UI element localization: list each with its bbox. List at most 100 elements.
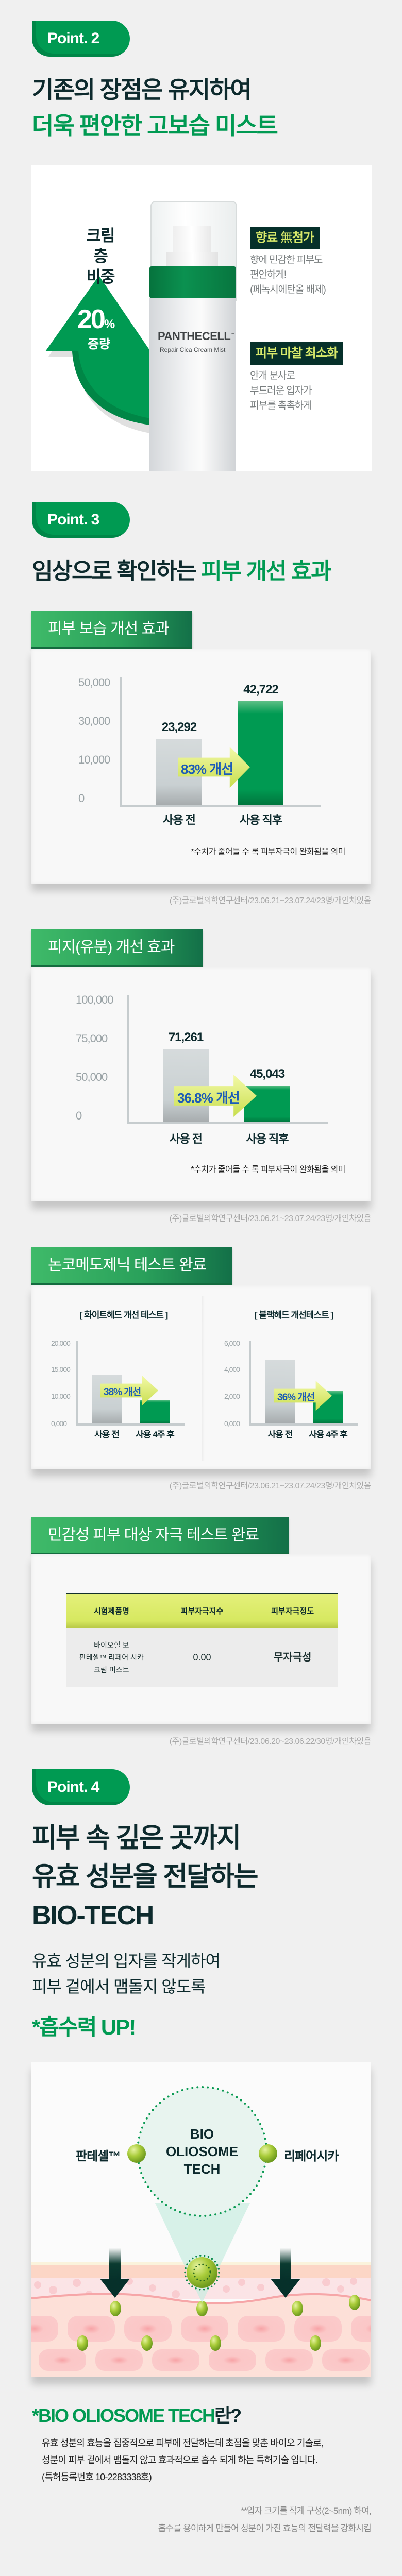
improvement-annotation: 36.8% 개선: [177, 1090, 240, 1106]
feature-badge-fragrance-free: 향료 無첨가: [250, 227, 320, 249]
chart-note: *수치가 줄어들 수 록 피부자극이 완화됨을 의미: [191, 1165, 345, 1174]
skin-diagram-illustration: [31, 2086, 371, 2377]
moisture-source: (주)글로벌의학연구센터/23.06.21~23.07.24/23명/개인차있음: [169, 896, 372, 905]
point-3-title: 임상으로 확인하는 피부 개선 효과: [32, 557, 332, 586]
product-line: 크림 미스트: [94, 1666, 129, 1674]
feature-desc-line: (페녹시에탄올 배제): [250, 284, 326, 295]
point-4-subtitle: 유효 성분의 입자를 작게하여 피부 겉에서 맴돌지 않도록: [32, 1948, 221, 1999]
point-4-title-line: BIO-TECH: [32, 1901, 154, 1930]
definition-title-dark: 란?: [214, 2405, 242, 2426]
product-name: Repair Cica Cream Mist: [160, 346, 226, 353]
x-category-label: 사용 전: [94, 1430, 120, 1439]
sebum-source: (주)글로벌의학연구센터/23.06.21~23.07.24/23명/개인차있음: [169, 1214, 372, 1223]
section-tab-irritation: 민감성 피부 대상 자극 테스트 완료: [31, 1517, 289, 1555]
x-category-label: 사용 4주 후: [136, 1430, 174, 1439]
improvement-annotation: 36% 개선: [277, 1392, 315, 1403]
point-4-title-line: 피부 속 깊은 곳까지: [32, 1823, 241, 1853]
product-panel: 크림층 비중 20% 증량 PANTHECELL™ Repair Cica Cr…: [31, 165, 372, 471]
y-tick-label: 2,000: [224, 1392, 240, 1400]
feature-desc-line: 향에 민감한 피부도: [250, 255, 323, 265]
definition-footnote: **입자 크기를 작게 구성(2~5nm) 하여, 흡수를 용이하게 만들어 성…: [158, 2502, 372, 2537]
definition-body: 유효 성분의 효능을 집중적으로 피부에 전달하는데 초점을 맞춘 바이오 기술…: [42, 2435, 324, 2486]
ingredient-label-panthecell: 판테셀™: [76, 2149, 121, 2163]
point-3-title-green: 피부 개선 효과: [201, 558, 331, 584]
y-axis: [120, 677, 122, 805]
x-axis: [249, 1423, 358, 1426]
y-tick-label: 15,000: [51, 1365, 71, 1374]
x-axis: [120, 805, 321, 807]
x-category-label: 사용 전: [267, 1430, 293, 1439]
definition-line: 유효 성분의 효능을 집중적으로 피부에 전달하는데 초점을 맞춘 바이오 기술…: [42, 2438, 324, 2448]
table-header: 피부자극정도: [247, 1593, 338, 1628]
cream-label-line1: 크림층: [86, 227, 115, 265]
y-tick-label: 0,000: [51, 1419, 67, 1428]
table-header-row: 시험제품명 피부자극지수 피부자극정도: [66, 1593, 338, 1628]
table-cell-product: 바이오힐 보 판테셀™ 리페어 시카 크림 미스트: [66, 1628, 157, 1687]
feature-title-pre: 향료: [256, 231, 280, 245]
table-header: 피부자극지수: [156, 1593, 248, 1628]
x-category-label: 사용 직후: [239, 814, 282, 826]
feature-desc-line: 편안하게!: [250, 269, 287, 280]
center-label-line: TECH: [183, 2161, 221, 2177]
feature-desc-line: 안개 분사로: [250, 370, 295, 381]
definition-title: *BIO OLIOSOME TECH란?: [32, 2401, 242, 2428]
section-tab-sebum: 피지(유분) 개선 효과: [31, 929, 203, 967]
bar-value-label: 71,261: [168, 1030, 204, 1045]
point-2-badge: Point. 2: [32, 21, 130, 57]
cream-label-line2: 비중: [86, 268, 115, 286]
noncomedogenic-source: (주)글로벌의학연구센터/23.06.21~23.07.24/23명/개인차있음: [169, 1482, 372, 1490]
point-4-sub-line: 유효 성분의 입자를 작게하여: [32, 1952, 221, 1970]
cream-ratio-label: 크림층 비중: [80, 226, 121, 287]
irritation-table: 시험제품명 피부자극지수 피부자극정도 바이오힐 보 판테셀™ 리페어 시카 크…: [66, 1593, 338, 1687]
y-tick-label: 100,000: [76, 993, 114, 1006]
x-category-label: 사용 전: [163, 814, 196, 826]
x-category-label: 사용 직후: [246, 1132, 289, 1145]
feature-desc-line: 피부를 촉촉하게: [250, 400, 312, 411]
improvement-annotation: 38% 개선: [104, 1387, 141, 1398]
definition-line: 성분이 피부 겉에서 맴돌지 않고 효과적으로 흡수 되게 하는 특허기술 입니…: [42, 2455, 318, 2465]
x-category-label: 사용 4주 후: [309, 1430, 347, 1439]
point-4-title-line: 유효 성분을 전달하는: [32, 1862, 258, 1892]
footnote-line: **입자 크기를 작게 구성(2~5nm) 하여,: [241, 2506, 371, 2516]
point-2-title-line1: 기존의 장점은 유지하여: [32, 76, 252, 103]
ingredient-label-repair-cica: 리페어시카: [284, 2149, 339, 2163]
section-tab-noncomedogenic: 논코메도제닉 테스트 완료: [31, 1247, 232, 1285]
definition-title-green: *BIO OLIOSOME TECH: [32, 2405, 215, 2426]
chart-panel-title: [ 화이트헤드 개선 테스트 ]: [79, 1310, 169, 1320]
footnote-line: 흡수를 용이하게 만들어 성분이 가진 효능의 전달력을 강화시킴: [158, 2523, 372, 2533]
y-tick-label: 50,000: [78, 675, 110, 689]
bar-before: [92, 1375, 122, 1423]
y-tick-label: 10,000: [78, 753, 110, 766]
y-tick-label: 0,000: [224, 1419, 240, 1428]
increase-badge: 20%: [77, 304, 115, 335]
feature-desc-line: 부드러운 입자가: [250, 385, 312, 396]
y-tick-label: 50,000: [76, 1070, 108, 1083]
point-3-badge: Point. 3: [32, 502, 130, 538]
increase-unit: %: [104, 317, 115, 331]
y-tick-label: 75,000: [76, 1031, 108, 1045]
bar-after: [140, 1399, 170, 1423]
irritation-source: (주)글로벌의학연구센터/23.06.20~23.06.22/30명/개인차있음: [169, 1737, 372, 1746]
y-axis: [127, 995, 129, 1122]
chart-panel-title: [ 블랙헤드 개선테스트 ]: [254, 1310, 333, 1320]
feature-badge-low-friction: 피부 마찰 최소화: [250, 342, 343, 365]
feature-desc-fragrance-free: 향에 민감한 피부도 편안하게! (페녹시에탄올 배제): [250, 252, 326, 297]
product-bottle-image: PANTHECELL™ Repair Cica Cream Mist: [149, 201, 237, 471]
bio-oliosome-diagram: BIO OLIOSOME TECH 판테셀™ 리페어시카: [31, 2062, 371, 2377]
point-4-badge: Point. 4: [32, 1769, 130, 1805]
point-4-title: 피부 속 깊은 곳까지 유효 성분을 전달하는 BIO-TECH: [32, 1819, 258, 1935]
bar-after: [238, 701, 283, 805]
product-line: 판테셀™ 리페어 시카: [79, 1653, 144, 1662]
panel-divider: [202, 1296, 205, 1461]
y-tick-label: 30,000: [78, 714, 110, 727]
y-tick-label: 0: [78, 791, 85, 805]
bar-before: [163, 1049, 209, 1122]
feature-desc-low-friction: 안개 분사로 부드러운 입자가 피부를 촉촉하게: [250, 368, 312, 413]
x-category-label: 사용 전: [170, 1132, 203, 1145]
x-axis: [127, 1122, 328, 1124]
x-axis: [76, 1423, 185, 1426]
improvement-annotation: 83% 개선: [181, 761, 233, 777]
y-tick-label: 0: [76, 1109, 82, 1122]
product-brand-tm: ™: [230, 332, 234, 337]
